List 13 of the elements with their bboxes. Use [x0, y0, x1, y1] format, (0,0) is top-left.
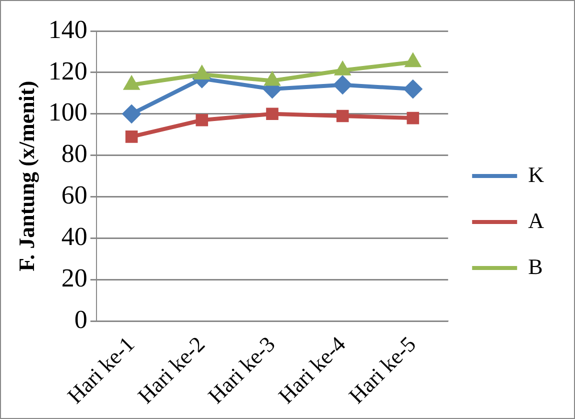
- legend-label: A: [528, 208, 544, 233]
- y-tick-label: 60: [61, 180, 88, 210]
- y-tick-label: 40: [61, 222, 88, 252]
- y-axis-title: F. Jantung (x/menit): [14, 80, 39, 272]
- y-tick-label: 80: [61, 139, 88, 168]
- legend-label: B: [528, 254, 543, 279]
- y-tick-label: 140: [48, 14, 88, 44]
- y-tick-label: 100: [48, 98, 88, 127]
- y-tick-label: 20: [61, 264, 88, 293]
- y-tick-label: 0: [74, 304, 88, 334]
- y-tick-label: 120: [48, 56, 88, 86]
- x-tick-label: Hari ke-5: [344, 331, 421, 408]
- legend-label: K: [528, 162, 544, 187]
